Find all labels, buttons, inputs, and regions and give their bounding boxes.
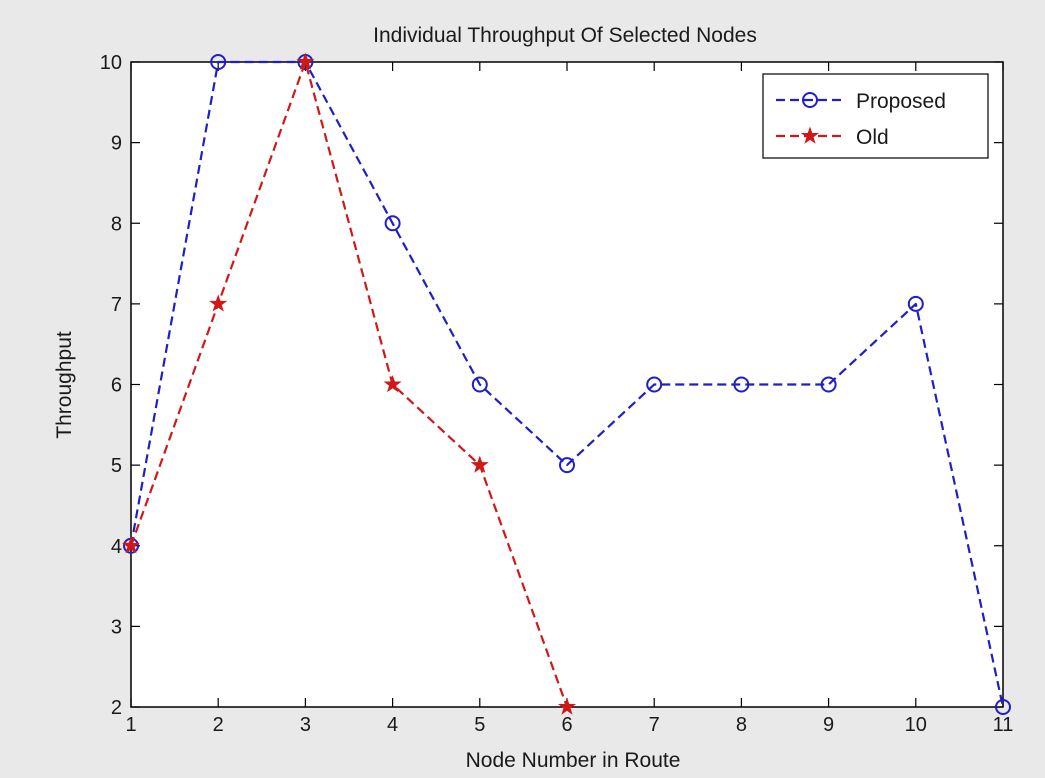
data-point-old <box>296 52 315 70</box>
legend-marker-proposed <box>802 92 818 108</box>
data-point-proposed <box>471 376 488 393</box>
data-point-proposed <box>384 215 401 232</box>
data-point-proposed <box>559 457 575 474</box>
x-tick-label: 3 <box>300 714 311 736</box>
y-tick-label: 5 <box>111 455 122 477</box>
y-tick-label: 4 <box>111 536 122 558</box>
x-axis-label: Node Number in Route <box>466 749 681 772</box>
legend-label-old: Old <box>856 126 889 149</box>
data-point-old <box>470 455 489 473</box>
series-line-proposed <box>129 60 1005 708</box>
series-layer <box>121 52 1011 715</box>
data-point-proposed <box>646 376 663 393</box>
data-point-old <box>383 374 402 393</box>
data-point-proposed <box>820 376 837 393</box>
x-tick-label: 9 <box>823 714 834 736</box>
y-tick-label: 3 <box>111 616 122 638</box>
legend-marker-old <box>800 126 820 144</box>
x-tick-label: 5 <box>474 714 485 736</box>
data-point-proposed <box>210 54 227 70</box>
x-tick-label: 7 <box>649 714 660 736</box>
data-point-old <box>121 536 141 554</box>
y-tick-label: 10 <box>100 52 122 74</box>
data-point-proposed <box>995 699 1011 715</box>
legend-box <box>762 73 989 159</box>
x-tick-label: 11 <box>993 714 1014 736</box>
y-axis-label: Throughput <box>53 331 76 439</box>
plot-area <box>130 61 1004 708</box>
chart-title: Individual Throughput Of Selected Nodes <box>373 24 757 47</box>
x-tick-label: 8 <box>736 714 747 736</box>
data-point-proposed <box>907 295 924 312</box>
legend-label-proposed: Proposed <box>856 90 946 113</box>
y-tick-label: 8 <box>111 213 122 235</box>
y-tick-label: 2 <box>111 697 122 719</box>
x-tick-label: 6 <box>561 714 572 736</box>
data-point-proposed <box>733 376 750 393</box>
y-axis: 2 3 4 5 6 7 8 9 10 <box>100 52 1003 719</box>
x-tick-label: 10 <box>905 714 927 736</box>
legend: Proposed Old <box>762 73 989 159</box>
series-line-old <box>129 60 569 708</box>
data-point-old <box>209 294 228 312</box>
x-tick-label: 4 <box>387 714 398 736</box>
x-tick-label: 1 <box>125 714 136 736</box>
y-tick-label: 7 <box>111 294 122 316</box>
y-tick-label: 6 <box>111 375 122 397</box>
y-tick-label: 9 <box>111 133 122 155</box>
x-tick-label: 2 <box>213 714 224 736</box>
data-point-old <box>557 697 577 715</box>
